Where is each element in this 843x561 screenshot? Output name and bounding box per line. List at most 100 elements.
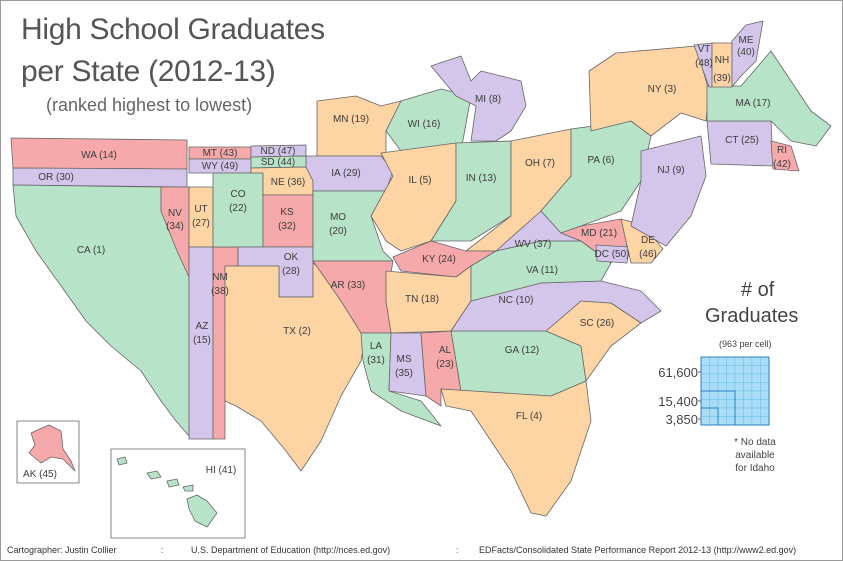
state-FL [440, 380, 592, 517]
legend-cell [709, 373, 719, 383]
legend-cell [726, 399, 736, 409]
state-label-nv: NV [168, 208, 182, 219]
legend-cell [751, 373, 761, 383]
no-data-note: * No data available for Idaho [734, 437, 776, 474]
footer-separator-2: : [456, 545, 459, 555]
state-label-wi: WI (16) [408, 119, 441, 130]
legend-cell [743, 399, 753, 409]
legend-cell [734, 390, 744, 400]
legend-cell [709, 365, 719, 375]
state-label-vt: VT [698, 44, 711, 55]
legend-cell [760, 390, 770, 400]
state-label-ca: CA (1) [77, 245, 105, 256]
state-label-mn: MN (19) [333, 114, 369, 125]
state-label-ia: IA (29) [331, 168, 360, 179]
state-label-ga: GA (12) [505, 345, 539, 356]
legend-cell [743, 416, 753, 426]
legend-box-small [700, 407, 719, 426]
legend-grid [698, 356, 770, 426]
legend-cell [760, 382, 770, 392]
legend-cell [717, 390, 727, 400]
state-label-wv: WV (37) [515, 239, 552, 250]
state-rank-nv: (34) [166, 221, 184, 232]
legend-cell [743, 356, 753, 366]
state-RI [770, 140, 800, 172]
legend-cell [700, 390, 710, 400]
state-label-wa: WA (14) [81, 150, 117, 161]
state-label-ks: KS [280, 207, 294, 218]
state-label-ms: MS [397, 354, 412, 365]
legend-cell [709, 356, 719, 366]
legend-cell [734, 407, 744, 417]
legend-cell [726, 365, 736, 375]
state-label-ma: MA (17) [735, 98, 770, 109]
legend-cell [760, 399, 770, 409]
legend-heading-1: # of [741, 279, 775, 301]
legend-cell [734, 373, 744, 383]
state-rank-ms: (35) [395, 368, 413, 379]
state-rank-me: (40) [737, 47, 755, 58]
state-label-sc: SC (26) [580, 318, 614, 329]
legend-cell [717, 365, 727, 375]
state-label-il: IL (5) [409, 175, 432, 186]
state-DC [595, 244, 630, 264]
state-GA [450, 330, 587, 397]
state-rank-ut: (27) [192, 218, 210, 229]
state-label-wy: WY (49) [202, 161, 239, 172]
state-MA [706, 50, 832, 147]
state-label-pa: PA (6) [587, 155, 614, 166]
state-label-me: ME [739, 35, 754, 46]
subtitle: (ranked highest to lowest) [46, 95, 253, 115]
state-rank-nh: (39) [713, 73, 731, 84]
state-label-la: LA [370, 341, 383, 352]
legend-cell [709, 416, 719, 426]
legend-cell [751, 407, 761, 417]
state-label-ut: UT [194, 204, 207, 215]
state-label-fl: FL (4) [516, 411, 542, 422]
state-label-dc: DC (50) [594, 249, 629, 260]
legend-cell [743, 382, 753, 392]
legend-cell [726, 416, 736, 426]
legend-cell [709, 390, 719, 400]
state-label-ak: AK (45) [23, 469, 57, 480]
state-rank-co: (22) [229, 203, 247, 214]
legend-cell [760, 365, 770, 375]
legend-cell [734, 416, 744, 426]
state-UT [188, 186, 214, 248]
state-CA [12, 184, 190, 437]
legend-cell [734, 365, 744, 375]
hawaii-inset-box [110, 448, 246, 539]
footer-cartographer: Cartographer: Justin Collier [7, 545, 117, 555]
state-AK [28, 424, 76, 472]
state-rank-ok: (28) [282, 266, 300, 277]
legend-heading-2: Graduates [705, 305, 799, 327]
state-label-tn: TN (18) [405, 294, 439, 305]
legend-cell [726, 382, 736, 392]
legend-cell [700, 416, 710, 426]
legend-cell [751, 382, 761, 392]
state-rank-ri: (42) [773, 159, 791, 170]
state-label-in: IN (13) [466, 173, 497, 184]
state-NV [160, 186, 190, 278]
state-label-nh: NH [715, 55, 729, 66]
state-label-ny: NY (3) [648, 84, 677, 95]
legend-cell [743, 390, 753, 400]
state-label-oh: OH (7) [525, 158, 555, 169]
state-rank-ks: (32) [278, 221, 296, 232]
legend-cell [751, 399, 761, 409]
legend-cell [726, 407, 736, 417]
legend-cell [717, 407, 727, 417]
state-rank-la: (31) [367, 355, 385, 366]
state-labels: WA (14) OR (30) CA (1) NV (34) AZ (15) UT (27) MT… [23, 35, 791, 480]
legend-cell [760, 373, 770, 383]
legend-cell [717, 416, 727, 426]
legend-cell [760, 416, 770, 426]
legend-cell [717, 373, 727, 383]
state-NJ [630, 135, 707, 247]
footer-separator-1: : [161, 545, 164, 555]
legend-value-large: 61,600 [658, 365, 698, 380]
legend-cell [760, 407, 770, 417]
state-label-ar: AR (33) [331, 280, 365, 291]
